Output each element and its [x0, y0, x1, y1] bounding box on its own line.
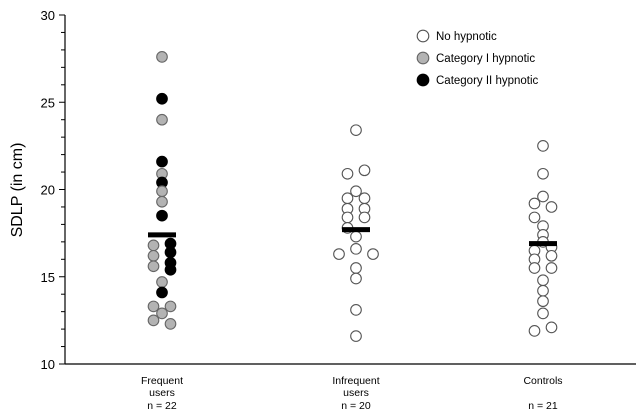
data-point: [341, 211, 354, 224]
data-point: [528, 324, 541, 337]
x-category-label: Controls: [523, 375, 562, 387]
data-points: [147, 51, 558, 342]
x-category-label: users: [343, 387, 369, 399]
data-point: [341, 192, 354, 205]
data-point: [545, 201, 558, 213]
y-tick-label: 15: [41, 270, 55, 285]
x-category-label: Infrequent: [332, 375, 379, 387]
data-point: [147, 239, 160, 252]
data-point: [164, 318, 177, 330]
data-point: [333, 248, 345, 260]
data-point: [350, 242, 362, 255]
data-point: [350, 230, 362, 243]
data-point: [537, 295, 549, 308]
data-point: [350, 330, 362, 342]
data-point: [350, 262, 362, 274]
data-point: [545, 321, 558, 334]
data-point: [537, 190, 549, 203]
data-point: [537, 167, 549, 180]
data-point: [528, 211, 541, 224]
data-point: [350, 304, 362, 316]
data-point: [537, 140, 549, 152]
data-point: [528, 197, 541, 210]
legend-label: No hypnotic: [436, 31, 497, 43]
data-point: [537, 307, 549, 320]
data-point: [156, 113, 168, 126]
y-tick-label: 25: [41, 95, 55, 110]
data-point: [156, 286, 168, 299]
data-point: [156, 155, 168, 168]
legend-label: Category I hypnotic: [436, 53, 535, 65]
data-point: [147, 300, 160, 313]
data-point: [358, 192, 371, 205]
legend: No hypnotic Category I hypnotic Category I…: [416, 29, 539, 87]
y-tick-label: 10: [41, 357, 55, 372]
y-axis-label: SDLP (in cm): [9, 143, 26, 238]
mean-bars: [148, 227, 557, 247]
y-tick-label: 20: [41, 183, 55, 198]
y-axis-label-group: SDLP (in cm): [9, 143, 26, 238]
data-point: [350, 124, 362, 137]
data-point: [545, 262, 558, 274]
data-point: [156, 51, 168, 63]
legend-marker: [416, 73, 430, 87]
x-category-label: users: [149, 387, 175, 399]
data-point: [537, 284, 549, 297]
legend-marker: [416, 51, 430, 65]
data-point: [367, 248, 379, 260]
data-point: [147, 314, 160, 327]
legend-marker: [416, 29, 430, 43]
data-point: [156, 195, 168, 208]
data-point: [156, 209, 168, 222]
data-point: [156, 185, 168, 198]
sample-size-label: n = 21: [528, 400, 558, 412]
y-tick-label: 30: [41, 8, 55, 23]
mean-bar: [148, 232, 176, 238]
data-point: [545, 249, 558, 262]
data-point: [156, 92, 168, 105]
data-point: [156, 276, 168, 288]
sample-size-label: n = 22: [147, 400, 177, 412]
data-point: [147, 249, 160, 262]
data-point: [350, 272, 362, 285]
data-point: [164, 246, 177, 259]
data-point: [164, 263, 177, 276]
data-point: [164, 300, 177, 313]
data-point: [156, 307, 168, 320]
mean-bar: [342, 227, 370, 233]
axes: 10 15 20 25 30: [41, 8, 636, 372]
mean-bar: [529, 241, 557, 247]
sample-size-label: n = 20: [341, 400, 371, 412]
data-point: [350, 185, 362, 198]
data-point: [528, 262, 541, 274]
data-point: [358, 211, 371, 224]
data-point: [358, 164, 371, 177]
data-point: [537, 274, 549, 287]
data-point: [147, 260, 160, 273]
legend-label: Category II hypnotic: [436, 75, 539, 87]
x-category-label: Frequent: [141, 375, 183, 387]
data-point: [341, 167, 354, 180]
